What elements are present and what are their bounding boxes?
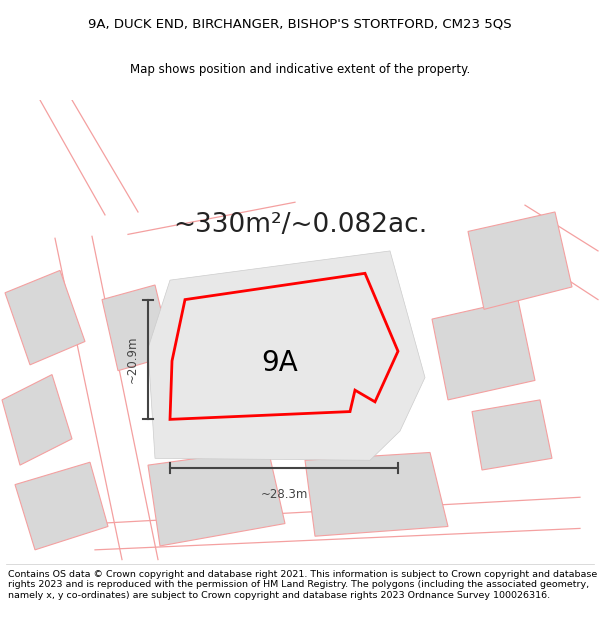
Text: Map shows position and indicative extent of the property.: Map shows position and indicative extent… <box>130 63 470 76</box>
Text: 9A: 9A <box>262 349 298 377</box>
Polygon shape <box>472 400 552 470</box>
Polygon shape <box>148 251 425 460</box>
Text: ~28.3m: ~28.3m <box>260 488 308 501</box>
Polygon shape <box>432 299 535 400</box>
Text: ~330m²/~0.082ac.: ~330m²/~0.082ac. <box>173 212 427 238</box>
Polygon shape <box>15 462 108 550</box>
Text: Contains OS data © Crown copyright and database right 2021. This information is : Contains OS data © Crown copyright and d… <box>8 570 597 600</box>
Polygon shape <box>148 449 285 546</box>
Text: ~20.9m: ~20.9m <box>125 336 139 383</box>
Text: 9A, DUCK END, BIRCHANGER, BISHOP'S STORTFORD, CM23 5QS: 9A, DUCK END, BIRCHANGER, BISHOP'S STORT… <box>88 18 512 31</box>
Polygon shape <box>102 285 172 371</box>
Polygon shape <box>2 374 72 465</box>
Polygon shape <box>305 452 448 536</box>
Polygon shape <box>170 273 398 419</box>
Polygon shape <box>468 212 572 309</box>
Polygon shape <box>5 271 85 365</box>
